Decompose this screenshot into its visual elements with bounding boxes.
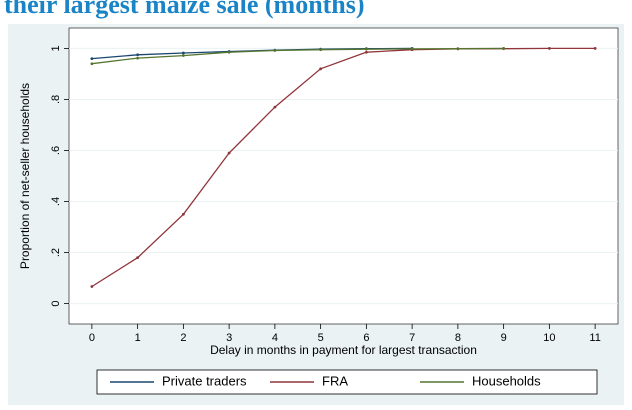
data-point-fra xyxy=(364,50,368,54)
data-point-households xyxy=(502,47,506,50)
legend-box xyxy=(96,369,598,395)
data-point-fra xyxy=(227,151,231,155)
x-tick-label: 5 xyxy=(318,332,324,344)
page-title: their largest maize sale (months) xyxy=(4,0,365,19)
x-tick-label: 11 xyxy=(589,332,600,344)
series-line-households xyxy=(91,47,504,65)
data-point-households xyxy=(227,50,231,54)
series-line-fra xyxy=(91,47,596,288)
data-point-households xyxy=(364,47,368,51)
y-tick-label: .8 xyxy=(50,95,62,104)
x-tick-label: 8 xyxy=(455,332,461,344)
data-point-fra xyxy=(181,212,185,216)
y-tick-label: .2 xyxy=(50,248,62,257)
y-tick-label: 0 xyxy=(50,301,62,307)
legend-label-private-traders: Private traders xyxy=(162,373,247,388)
data-point-fra xyxy=(90,285,94,288)
data-point-households xyxy=(90,62,94,66)
data-point-private-traders xyxy=(181,51,185,55)
y-tick-label: .6 xyxy=(50,146,62,155)
x-tick-label: 9 xyxy=(501,332,507,344)
x-tick-label: 2 xyxy=(180,332,186,344)
x-tick-label: 3 xyxy=(226,332,232,344)
data-point-fra xyxy=(547,47,551,50)
x-tick-label: 6 xyxy=(363,332,369,344)
line-chart: 0 .2 .4 .6 .8 1 0 1 2 3 4 5 6 7 8 9 10 11 Delay in month… xyxy=(8,24,624,405)
x-axis-title: Delay in months in payment for largest t… xyxy=(210,343,477,357)
y-tick-label: 1 xyxy=(50,45,62,51)
data-point-private-traders xyxy=(136,53,140,57)
y-tick-label: .4 xyxy=(50,197,62,206)
x-axis-ticks: 0 1 2 3 4 5 6 7 8 9 10 11 xyxy=(89,324,601,344)
chart-figure: 0 .2 .4 .6 .8 1 0 1 2 3 4 5 6 7 8 9 10 11 Delay in month… xyxy=(8,24,624,405)
data-point-fra xyxy=(593,47,597,50)
x-tick-label: 7 xyxy=(409,332,415,344)
x-tick-label: 0 xyxy=(89,332,95,344)
x-tick-label: 1 xyxy=(135,332,141,344)
legend-label-households: Households xyxy=(472,373,541,388)
data-point-fra xyxy=(273,105,277,109)
y-axis-title: Proportion of net-seller households xyxy=(18,83,32,269)
data-point-fra xyxy=(319,67,323,71)
data-point-private-traders xyxy=(90,57,94,61)
x-tick-label: 4 xyxy=(272,332,278,344)
data-point-households xyxy=(136,56,140,60)
data-point-households xyxy=(456,47,460,51)
legend-label-fra: FRA xyxy=(322,373,348,388)
series-layer xyxy=(90,47,597,288)
data-point-households xyxy=(319,48,323,52)
data-point-households xyxy=(181,54,185,57)
x-tick-label: 10 xyxy=(543,332,555,344)
legend: Private traders FRA Households xyxy=(96,369,598,395)
y-axis-ticks: 0 .2 .4 .6 .8 1 xyxy=(50,45,69,307)
data-point-fra xyxy=(136,256,140,260)
data-point-households xyxy=(410,47,414,51)
data-point-households xyxy=(273,49,277,52)
plot-area xyxy=(68,27,619,325)
